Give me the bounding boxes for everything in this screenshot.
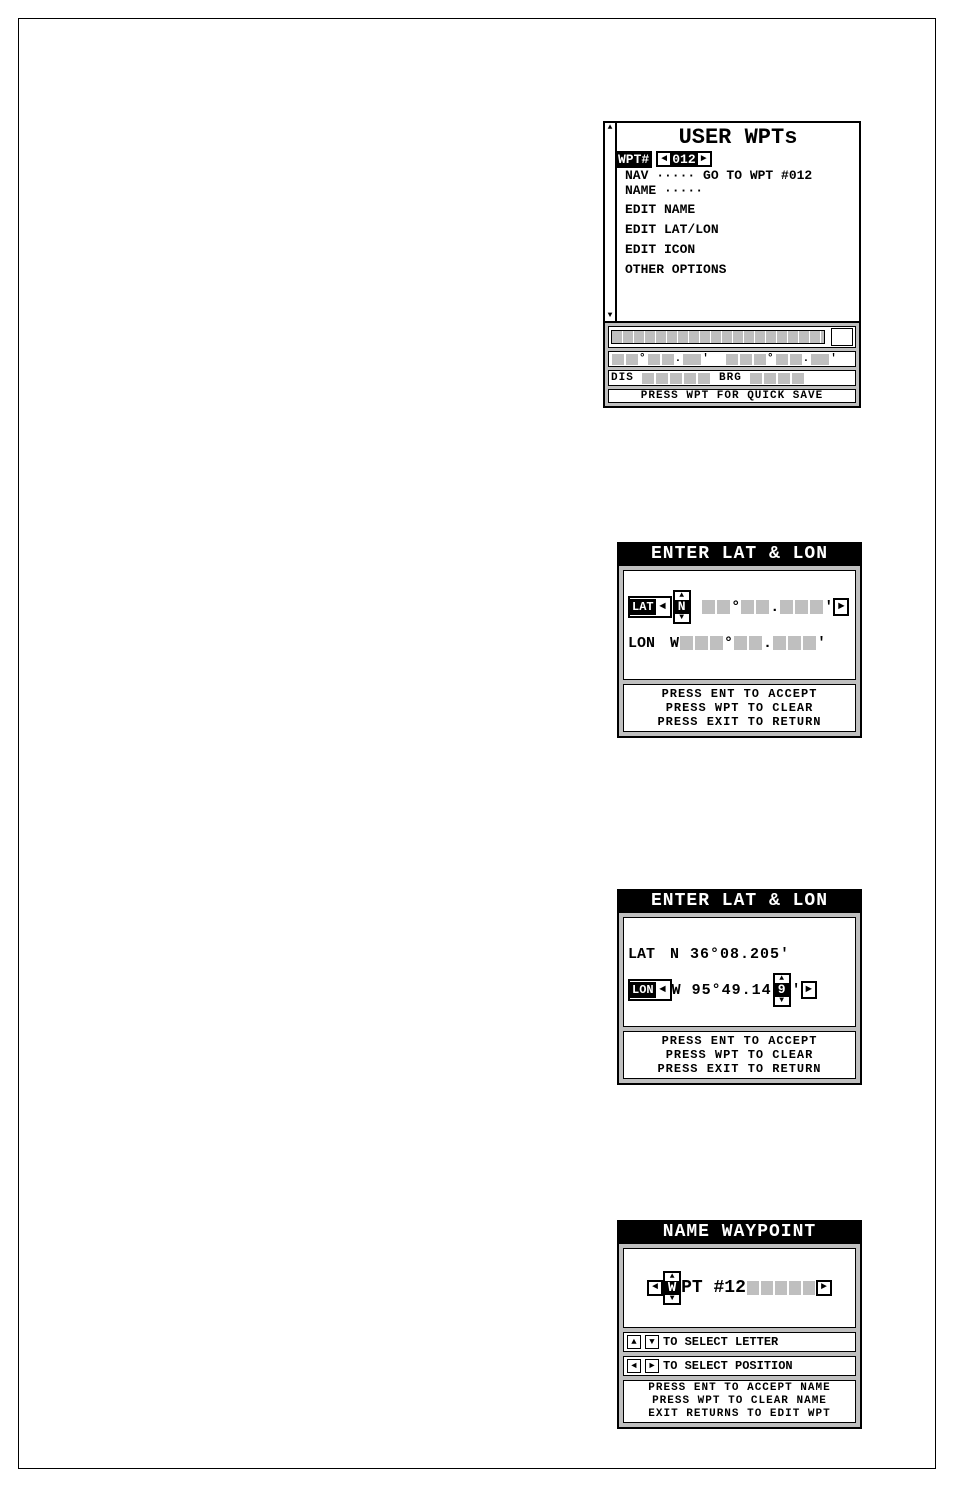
hint-accept: PRESS ENT TO ACCEPT	[628, 687, 851, 701]
scroll-up-icon[interactable]: ▲	[605, 123, 615, 133]
lat-label: LAT	[628, 946, 670, 963]
lat-display-row: LAT N 36°08.205'	[628, 940, 851, 968]
page-title: NAME WAYPOINT	[617, 1220, 862, 1244]
hemisphere-value: N	[675, 600, 689, 614]
hint-return: PRESS EXIT TO RETURN	[628, 715, 851, 729]
left-key-icon: ◄	[627, 1359, 641, 1373]
hemisphere-selector[interactable]: ▲ N ▼	[673, 590, 691, 624]
char-selector[interactable]: ▲ W ▼	[663, 1271, 681, 1305]
enter-latlon-screen-filled: ENTER LAT & LON LAT N 36°08.205' LON ◄ W…	[617, 889, 862, 1085]
lon-value-before: W 95°49.14	[672, 982, 772, 999]
menu-other-options[interactable]: OTHER OPTIONS	[625, 260, 859, 280]
help-select-position-label: TO SELECT POSITION	[663, 1359, 793, 1373]
wpt-decrement-icon[interactable]: ◄	[658, 154, 670, 165]
page-title: ENTER LAT & LON	[617, 889, 862, 913]
hint-return: PRESS EXIT TO RETURN	[628, 1062, 851, 1076]
down-key-icon: ▼	[645, 1335, 659, 1349]
name-input[interactable]: ◄ ▲ W ▼ PT #12 ►	[647, 1271, 832, 1305]
dis-brg-readout: DIS BRG	[608, 370, 856, 386]
nav-goto-line[interactable]: NAV ····· GO TO WPT #012	[617, 168, 859, 183]
page-title: ENTER LAT & LON	[617, 542, 862, 566]
rest-of-name: PT #12	[681, 1278, 746, 1298]
lat-label: LAT	[630, 599, 656, 615]
hints-block: PRESS ENT TO ACCEPT NAME PRESS WPT TO CL…	[623, 1380, 856, 1423]
menu-edit-icon[interactable]: EDIT ICON	[625, 240, 859, 260]
hint-clear: PRESS WPT TO CLEAR NAME	[624, 1395, 855, 1408]
lon-value-after: '	[792, 982, 801, 999]
dis-label: DIS	[611, 372, 634, 384]
wpt-increment-icon[interactable]: ►	[698, 154, 710, 165]
lon-input-row[interactable]: LON ◄ W 95°49.14 ▲ 9 ▼ ' ►	[628, 976, 851, 1004]
lon-hemi: W	[670, 635, 679, 652]
lon-input-row[interactable]: LON W °.'	[628, 629, 851, 657]
active-digit: 9	[775, 983, 789, 997]
right-key-icon: ►	[645, 1359, 659, 1373]
lat-input-row[interactable]: LAT ◄ ▲ N ▼ °.' ►	[628, 593, 851, 621]
quick-save-hint: PRESS WPT FOR QUICK SAVE	[608, 389, 856, 403]
wpt-number-stepper[interactable]: ◄ 012 ►	[656, 151, 711, 167]
lat-value: N 36°08.205'	[670, 946, 790, 963]
up-key-icon: ▲	[627, 1335, 641, 1349]
down-arrow-icon[interactable]: ▼	[679, 614, 684, 622]
wpt-number-label: WPT#	[615, 151, 652, 168]
left-arrow-icon[interactable]: ◄	[656, 601, 670, 613]
footer-icon-box	[831, 328, 853, 346]
menu-edit-name[interactable]: EDIT NAME	[625, 200, 859, 220]
page-title: USER WPTs	[617, 123, 859, 150]
right-arrow-icon[interactable]: ►	[816, 1280, 832, 1296]
coords-readout: °.' °.'	[608, 351, 856, 367]
hint-clear: PRESS WPT TO CLEAR	[628, 701, 851, 715]
enter-latlon-screen-blank: ENTER LAT & LON LAT ◄ ▲ N ▼ °.' ► LON W …	[617, 542, 862, 738]
brg-label: BRG	[719, 372, 742, 384]
user-wpts-screen: ▲ ▼ USER WPTs WPT# ◄ 012 ► NAV ····· GO …	[603, 121, 861, 408]
left-arrow-icon[interactable]: ◄	[656, 984, 670, 996]
menu-edit-latlon[interactable]: EDIT LAT/LON	[625, 220, 859, 240]
right-arrow-icon[interactable]: ►	[801, 981, 817, 999]
right-arrow-icon[interactable]: ►	[833, 598, 849, 616]
wpt-number-value: 012	[670, 152, 697, 167]
hint-accept: PRESS ENT TO ACCEPT	[628, 1034, 851, 1048]
footer-progress	[608, 326, 856, 348]
lon-label: LON	[630, 982, 656, 998]
down-arrow-icon[interactable]: ▼	[670, 1295, 675, 1303]
hint-accept: PRESS ENT TO ACCEPT NAME	[624, 1382, 855, 1395]
help-select-position: ◄ ► TO SELECT POSITION	[623, 1356, 856, 1376]
name-waypoint-screen: NAME WAYPOINT ◄ ▲ W ▼ PT #12 ► ▲ ▼ TO SE…	[617, 1220, 862, 1429]
help-select-letter-label: TO SELECT LETTER	[663, 1335, 778, 1349]
menu-list: EDIT NAME EDIT LAT/LON EDIT ICON OTHER O…	[617, 200, 859, 280]
progress-bar	[611, 330, 825, 344]
scroll-down-icon[interactable]: ▼	[605, 311, 615, 321]
digit-selector[interactable]: ▲ 9 ▼	[773, 973, 791, 1007]
left-arrow-icon[interactable]: ◄	[647, 1280, 663, 1296]
name-line[interactable]: NAME ·····	[617, 183, 859, 198]
hints-block: PRESS ENT TO ACCEPT PRESS WPT TO CLEAR P…	[623, 684, 856, 732]
down-arrow-icon[interactable]: ▼	[779, 997, 784, 1005]
hint-return: EXIT RETURNS TO EDIT WPT	[624, 1408, 855, 1421]
hints-block: PRESS ENT TO ACCEPT PRESS WPT TO CLEAR P…	[623, 1031, 856, 1079]
active-char: W	[665, 1281, 679, 1295]
lon-label: LON	[628, 635, 670, 652]
help-select-letter: ▲ ▼ TO SELECT LETTER	[623, 1332, 856, 1352]
hint-clear: PRESS WPT TO CLEAR	[628, 1048, 851, 1062]
